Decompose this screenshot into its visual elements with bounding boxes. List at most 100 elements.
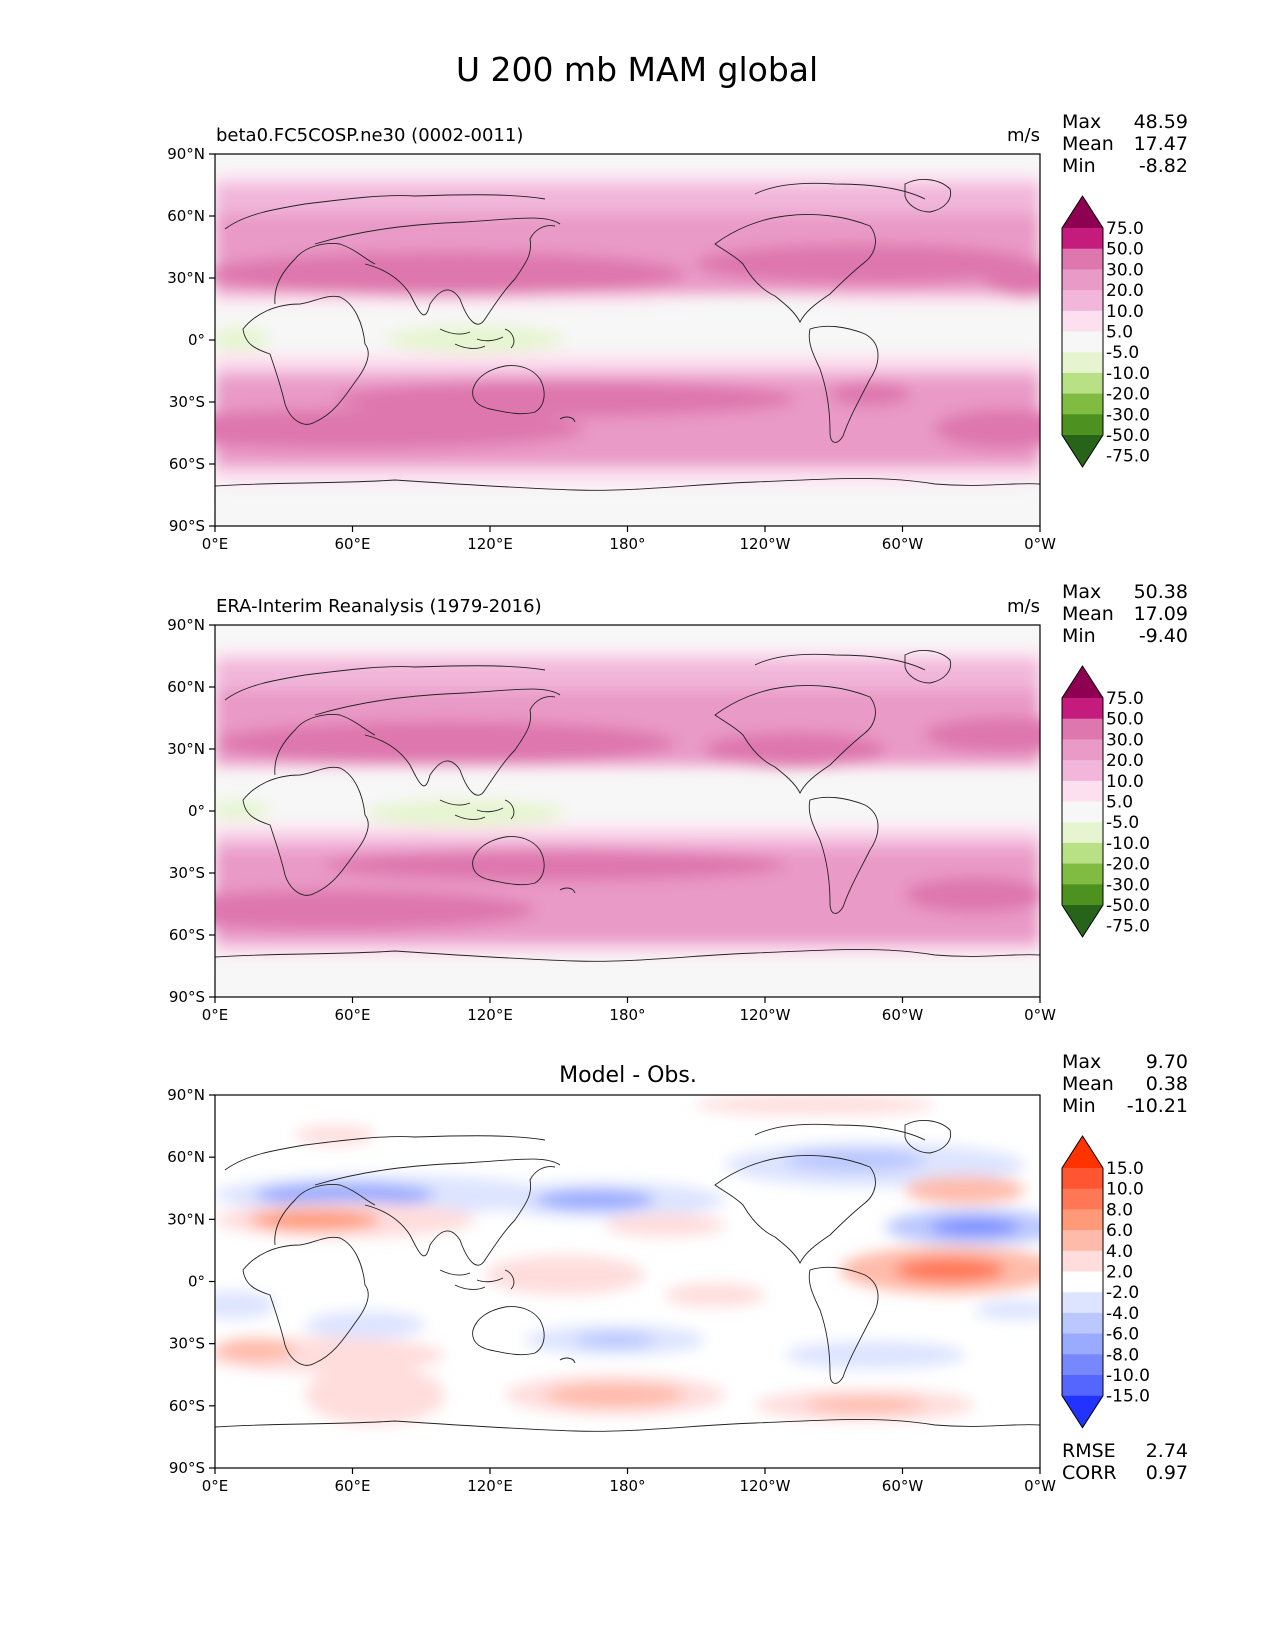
colorbar-segment <box>1062 1168 1103 1190</box>
colorbar-extend-bottom <box>1062 435 1103 467</box>
y-tick-label: 90°N <box>167 616 205 634</box>
stat-name: CORR <box>1062 1462 1117 1484</box>
colorbar-segment <box>1062 822 1103 844</box>
y-tick-label: 30°S <box>169 1335 205 1353</box>
colorbar-label: -10.0 <box>1106 364 1150 384</box>
colorbar-label: -30.0 <box>1106 405 1150 425</box>
y-tick-label: 30°N <box>167 740 205 758</box>
colorbar-extend-top <box>1062 196 1103 228</box>
x-tick-label: 60°E <box>334 535 370 553</box>
colorbar-label: -10.0 <box>1106 1366 1150 1386</box>
panel-observation: ERA-Interim Reanalysis (1979-2016) m/s <box>214 596 1041 998</box>
colorbar-label: 75.0 <box>1106 219 1144 239</box>
y-tick-label: 0° <box>188 1273 205 1291</box>
y-tick-label: 0° <box>188 802 205 820</box>
panel-label: ERA-Interim Reanalysis (1979-2016) <box>216 596 542 617</box>
panel-center-title: Model - Obs. <box>559 1063 697 1088</box>
y-tick-label: 60°S <box>169 926 205 944</box>
colorbar-label: -50.0 <box>1106 426 1150 446</box>
colorbar-label: -15.0 <box>1106 1387 1150 1407</box>
x-tick-label: 60°W <box>882 535 924 553</box>
colorbar-label: -20.0 <box>1106 385 1150 405</box>
stat-value: 0.38 <box>1146 1073 1188 1095</box>
colorbar-segment <box>1062 718 1103 740</box>
colorbars: 75.050.030.020.010.05.0-5.0-10.0-20.0-30… <box>1061 195 1150 1429</box>
colorbar-segment <box>1062 1188 1103 1210</box>
colorbar-segment <box>1062 1312 1103 1335</box>
colorbar-segment <box>1062 1292 1103 1314</box>
x-tick-label: 120°W <box>740 1006 791 1024</box>
colorbar-extend-top <box>1062 666 1103 698</box>
colorbar-segment <box>1062 698 1103 720</box>
stat-value: 48.59 <box>1134 111 1188 133</box>
y-tick-label: 90°S <box>169 1459 205 1477</box>
stat-value: -9.40 <box>1139 625 1188 647</box>
x-tick-label: 180° <box>609 1477 645 1495</box>
colorbar-label: 20.0 <box>1106 281 1144 301</box>
colorbar-segment <box>1062 1271 1103 1293</box>
colorbar-segment <box>1062 801 1103 823</box>
colorbar-label: -2.0 <box>1106 1283 1139 1303</box>
colorbar-segment <box>1062 290 1103 312</box>
colorbar-label: -4.0 <box>1106 1304 1139 1324</box>
colorbar: 15.010.08.06.04.02.0-2.0-4.0-6.0-8.0-10.… <box>1061 1135 1150 1429</box>
colorbar-segment <box>1062 1230 1103 1252</box>
colorbar-outline <box>1061 1135 1104 1429</box>
x-tick-label: 120°E <box>467 535 513 553</box>
map-observation <box>215 625 1040 997</box>
x-tick-label: 0°E <box>202 535 229 553</box>
colorbar-label: -20.0 <box>1106 855 1150 875</box>
colorbar-label: 75.0 <box>1106 689 1144 709</box>
y-tick-label: 60°S <box>169 1397 205 1415</box>
stat-name: Min <box>1062 155 1096 177</box>
colorbar-segment <box>1062 1209 1103 1231</box>
y-tick-label: 60°S <box>169 455 205 473</box>
colorbar-segment <box>1062 1354 1103 1376</box>
panel-units: m/s <box>1007 596 1040 617</box>
panel-difference: Model - Obs. <box>214 1063 1041 1469</box>
y-tick-label: 60°N <box>167 1148 205 1166</box>
map-difference <box>215 1095 1040 1468</box>
colorbar-label: 50.0 <box>1106 710 1144 730</box>
colorbar-label: -5.0 <box>1106 813 1139 833</box>
y-tick-label: 0° <box>188 331 205 349</box>
stat-name: Mean <box>1062 1073 1114 1095</box>
stat-value: -10.21 <box>1127 1095 1188 1117</box>
x-tick-label: 120°E <box>467 1006 513 1024</box>
colorbar-extend-bottom <box>1062 1395 1103 1428</box>
colorbar-label: -10.0 <box>1106 834 1150 854</box>
stat-name: Mean <box>1062 603 1114 625</box>
colorbar-segment <box>1062 331 1103 353</box>
x-tick-label: 0°E <box>202 1477 229 1495</box>
figure-title: U 200 mb MAM global <box>456 50 818 89</box>
stat-name: Max <box>1062 111 1101 133</box>
colorbar-label: -50.0 <box>1106 896 1150 916</box>
x-tick-label: 60°W <box>882 1477 924 1495</box>
colorbar-segment <box>1062 228 1103 250</box>
stat-value: -8.82 <box>1139 155 1188 177</box>
stat-value: 9.70 <box>1146 1051 1188 1073</box>
colorbar-segment <box>1062 884 1103 906</box>
colorbar-segment <box>1062 414 1103 436</box>
colorbar-extend-top <box>1062 1136 1103 1168</box>
stat-value: 17.09 <box>1134 603 1188 625</box>
stat-value: 0.97 <box>1146 1462 1188 1484</box>
colorbar-segment <box>1062 310 1103 332</box>
y-tick-label: 90°S <box>169 517 205 535</box>
stat-name: Max <box>1062 581 1101 603</box>
x-tick-label: 180° <box>609 535 645 553</box>
colorbar-label: 10.0 <box>1106 302 1144 322</box>
x-tick-label: 180° <box>609 1006 645 1024</box>
x-tick-label: 120°E <box>467 1477 513 1495</box>
colorbar-label: 5.0 <box>1106 793 1133 813</box>
stat-name: Min <box>1062 625 1096 647</box>
colorbar-label: -5.0 <box>1106 343 1139 363</box>
colorbar-label: 5.0 <box>1106 323 1133 343</box>
x-tick-label: 60°E <box>334 1477 370 1495</box>
y-tick-label: 90°N <box>167 1086 205 1104</box>
y-tick-label: 30°S <box>169 864 205 882</box>
colorbar-label: -75.0 <box>1106 447 1150 467</box>
colorbar-segment <box>1062 842 1103 865</box>
colorbar-label: 15.0 <box>1106 1159 1144 1179</box>
colorbar-label: 20.0 <box>1106 751 1144 771</box>
